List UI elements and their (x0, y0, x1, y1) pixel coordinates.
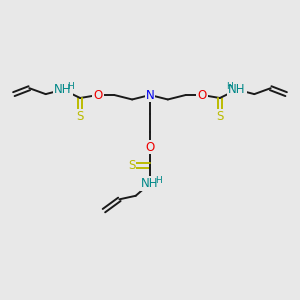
Text: O: O (146, 140, 154, 154)
Text: S: S (128, 159, 135, 172)
Text: NH: NH (54, 83, 72, 96)
Text: N: N (146, 88, 154, 101)
Text: NH: NH (228, 83, 246, 96)
Text: NH: NH (141, 177, 159, 190)
Text: H: H (155, 176, 162, 185)
Text: O: O (197, 88, 207, 101)
Text: S: S (76, 110, 84, 123)
Text: S: S (216, 110, 224, 123)
Text: H: H (226, 82, 232, 91)
Text: H: H (68, 82, 74, 91)
Text: O: O (93, 88, 103, 101)
